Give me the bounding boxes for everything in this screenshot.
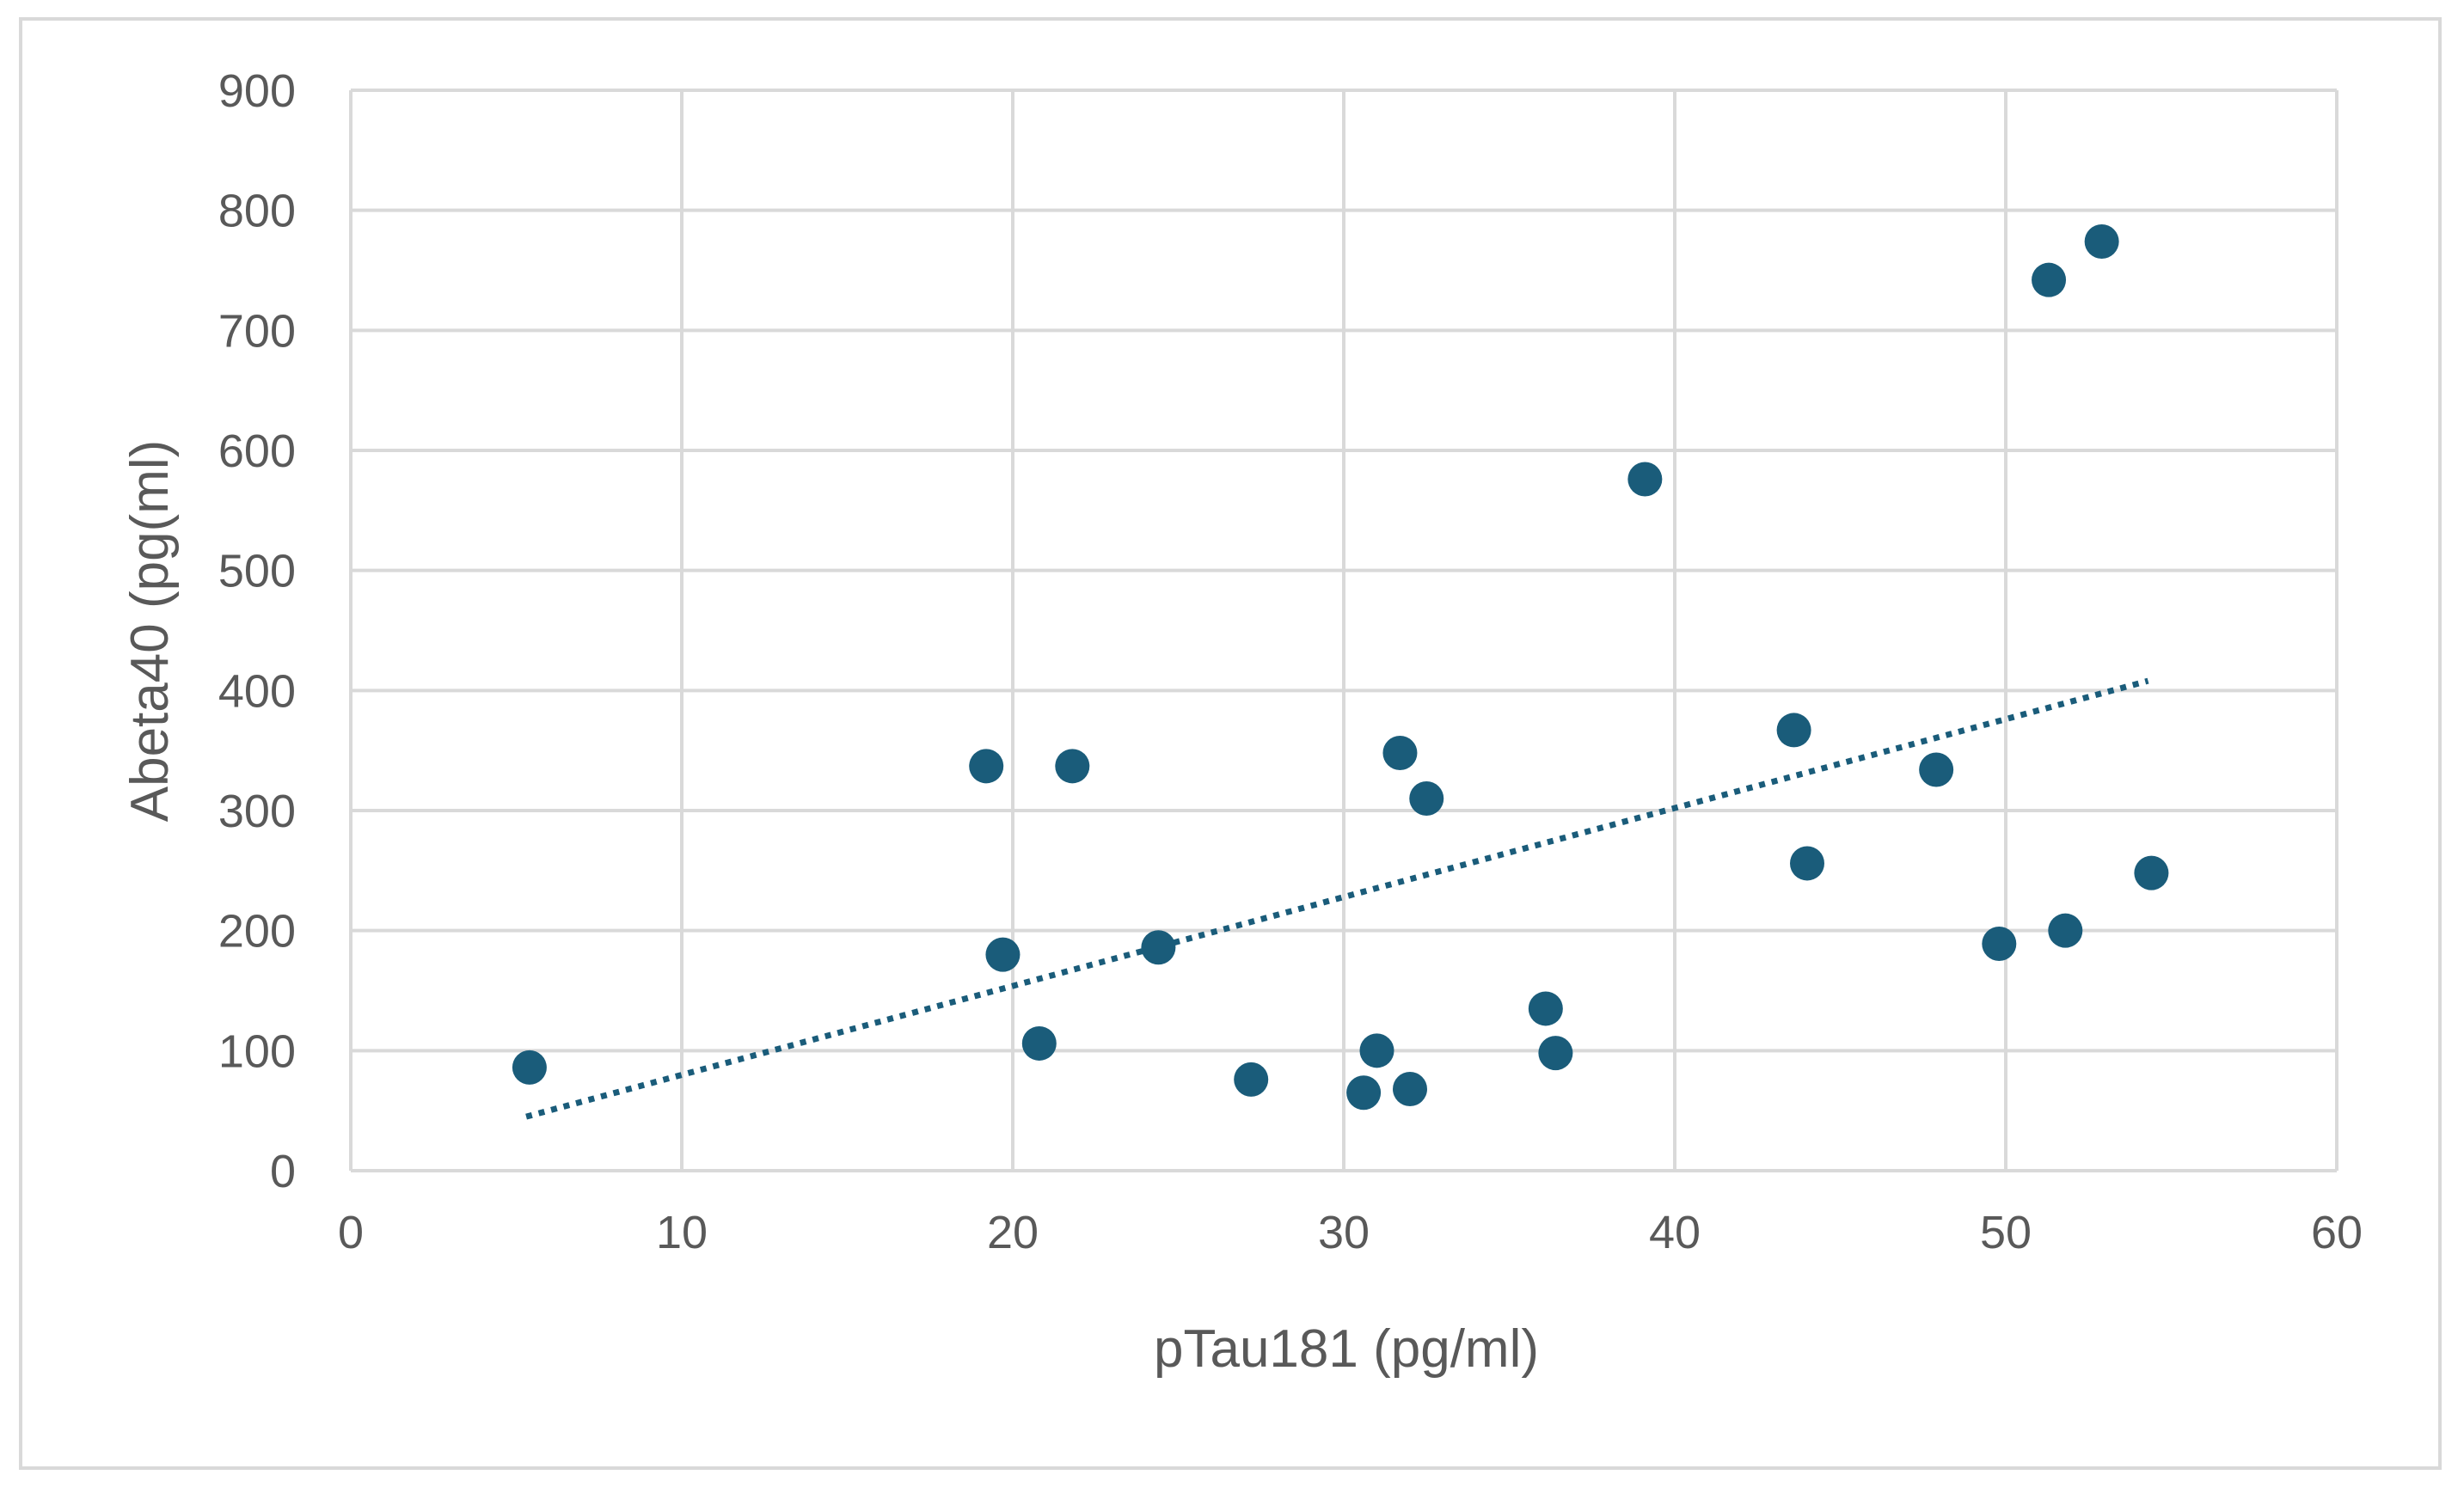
y-tick-label-9: 900 [218, 65, 296, 117]
data-points [512, 223, 2169, 1111]
trendline-path [525, 677, 2149, 1120]
y-tick-label-4: 400 [218, 665, 296, 717]
chart-frame [19, 17, 2442, 1470]
data-point-5 [1141, 930, 1176, 965]
x-axis-title: pTau181 (pg/ml) [1154, 1319, 1539, 1379]
data-point-3 [1021, 1025, 1057, 1061]
data-point-18 [1982, 927, 2017, 962]
data-point-6 [1234, 1062, 1269, 1097]
x-tick-label-5: 50 [1980, 1207, 2032, 1258]
data-point-10 [1393, 1072, 1427, 1107]
data-point-22 [2134, 855, 2169, 890]
data-point-16 [1790, 846, 1824, 881]
data-point-1 [969, 749, 1004, 784]
data-point-0 [512, 1049, 547, 1085]
data-point-7 [1346, 1075, 1382, 1111]
x-tick-labels: 0 10 20 30 40 50 60 [338, 1207, 2363, 1258]
x-tick-label-2: 20 [987, 1207, 1039, 1258]
data-point-14 [1627, 462, 1663, 497]
trendline [525, 677, 2149, 1120]
x-tick-label-4: 40 [1649, 1207, 1701, 1258]
data-point-13 [1538, 1036, 1573, 1071]
y-axis-title: Abeta40 (pg(ml) [120, 440, 180, 823]
data-point-4 [1055, 749, 1090, 784]
y-tick-label-6: 600 [218, 425, 296, 477]
data-point-9 [1382, 735, 1418, 770]
data-point-21 [2084, 223, 2119, 259]
x-tick-label-0: 0 [338, 1207, 364, 1258]
y-tick-label-3: 300 [218, 786, 296, 837]
y-tick-label-0: 0 [270, 1146, 296, 1197]
y-tick-label-8: 800 [218, 186, 296, 237]
y-tick-label-5: 500 [218, 546, 296, 597]
y-tick-label-1: 100 [218, 1025, 296, 1077]
data-point-8 [1359, 1033, 1394, 1068]
data-point-20 [2048, 913, 2083, 948]
data-point-2 [985, 937, 1021, 972]
y-tick-labels: 0 100 200 300 400 500 600 700 800 900 [218, 65, 296, 1197]
y-tick-label-7: 700 [218, 305, 296, 357]
data-point-17 [1919, 752, 1954, 787]
gridlines [349, 89, 2338, 1172]
data-point-12 [1528, 991, 1563, 1026]
x-tick-label-3: 30 [1318, 1207, 1370, 1258]
data-point-11 [1409, 781, 1444, 817]
x-tick-label-6: 60 [2311, 1207, 2363, 1258]
x-tick-label-1: 10 [656, 1207, 708, 1258]
y-tick-label-2: 200 [218, 906, 296, 958]
data-point-19 [2032, 262, 2067, 297]
data-point-15 [1776, 713, 1811, 748]
